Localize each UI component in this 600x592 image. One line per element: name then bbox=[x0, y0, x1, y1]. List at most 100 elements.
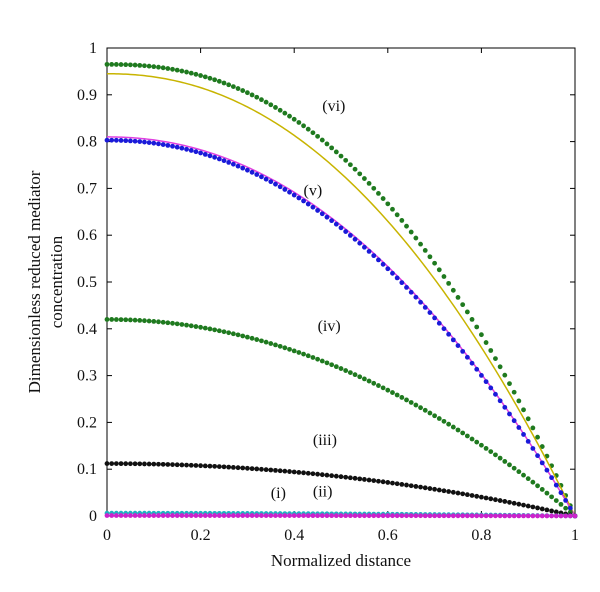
series-point bbox=[352, 166, 358, 172]
series-point bbox=[268, 467, 274, 473]
series-point bbox=[188, 148, 194, 153]
series-point bbox=[123, 461, 129, 467]
series-point bbox=[319, 472, 325, 478]
series-point bbox=[291, 192, 297, 198]
series-point bbox=[436, 487, 442, 493]
series-point bbox=[156, 64, 161, 70]
series-point bbox=[553, 482, 559, 488]
series-point bbox=[188, 70, 194, 76]
series-point bbox=[483, 340, 489, 345]
series-point bbox=[188, 513, 194, 518]
series-point bbox=[516, 501, 522, 507]
series-point bbox=[310, 471, 316, 477]
series-point bbox=[380, 479, 386, 485]
series-point bbox=[113, 62, 119, 67]
series-point bbox=[483, 513, 489, 519]
series-point bbox=[338, 513, 344, 519]
series-point bbox=[413, 484, 419, 489]
series-point bbox=[226, 160, 232, 165]
series-point bbox=[464, 513, 470, 519]
series-point bbox=[535, 434, 540, 440]
series-point bbox=[319, 513, 325, 519]
series-point bbox=[362, 176, 367, 181]
series-point bbox=[282, 513, 288, 518]
series-point bbox=[174, 144, 180, 150]
series-point bbox=[343, 513, 349, 519]
series-point bbox=[516, 513, 522, 519]
series-point bbox=[441, 274, 447, 279]
series-point bbox=[507, 411, 512, 417]
series-point bbox=[165, 66, 171, 71]
series-point bbox=[160, 65, 166, 71]
series-point bbox=[184, 513, 189, 518]
y-tick-label: 0.6 bbox=[77, 227, 97, 244]
series-point bbox=[254, 337, 260, 342]
series-point bbox=[301, 123, 306, 129]
series-point bbox=[338, 153, 344, 159]
series-point bbox=[249, 513, 255, 518]
series-point bbox=[263, 176, 269, 182]
series-point bbox=[422, 304, 428, 310]
series-point bbox=[254, 513, 260, 518]
series-point bbox=[535, 483, 540, 489]
series-point bbox=[296, 470, 302, 475]
series-point bbox=[488, 496, 494, 502]
series-point bbox=[385, 201, 391, 207]
series-point bbox=[174, 67, 180, 73]
series-point bbox=[507, 513, 512, 519]
series-point bbox=[245, 334, 250, 340]
series-point bbox=[109, 461, 115, 466]
series-point bbox=[198, 463, 204, 469]
series-point bbox=[216, 328, 222, 334]
axis-ticks: 0 0.2 0.4 0.6 0.8 1 0 0.1 0.2 0.3 0.4 0.5 0.6 0.7 0.8 0… bbox=[77, 40, 579, 544]
series-point bbox=[460, 302, 466, 308]
series-point bbox=[390, 513, 395, 519]
series-point bbox=[305, 201, 311, 207]
curve-label: (v) bbox=[304, 182, 323, 199]
series-point bbox=[385, 480, 391, 485]
series-point bbox=[488, 513, 494, 519]
series-point bbox=[441, 418, 447, 424]
series-point bbox=[273, 105, 278, 110]
series-point bbox=[399, 218, 405, 223]
series-point bbox=[151, 140, 157, 146]
series-point bbox=[230, 513, 236, 518]
series-point bbox=[394, 392, 400, 398]
plot-area-frame bbox=[106, 47, 576, 517]
series-point bbox=[301, 198, 306, 204]
series-point bbox=[170, 513, 175, 518]
series-point bbox=[455, 343, 461, 348]
series-point bbox=[450, 287, 456, 293]
y-tick-label: 0.8 bbox=[77, 134, 97, 151]
series-point bbox=[240, 513, 246, 518]
series-point bbox=[315, 133, 320, 139]
series-point bbox=[436, 320, 442, 326]
series-point bbox=[376, 478, 381, 484]
series-point bbox=[371, 185, 377, 191]
series-point bbox=[469, 493, 475, 498]
series-point bbox=[221, 513, 227, 518]
series-point bbox=[357, 240, 363, 246]
series-point bbox=[380, 385, 386, 391]
series-point bbox=[422, 247, 428, 253]
series-point bbox=[315, 471, 320, 477]
series-point bbox=[216, 513, 222, 518]
series-point bbox=[479, 513, 484, 519]
series-point bbox=[376, 257, 381, 263]
y-tick-label: 0.9 bbox=[77, 87, 97, 104]
series-point bbox=[226, 513, 232, 518]
series-point bbox=[305, 126, 311, 132]
series-point bbox=[240, 333, 246, 339]
series-point bbox=[450, 513, 456, 519]
y-tick-label: 0.7 bbox=[77, 180, 97, 197]
series-point bbox=[268, 102, 274, 108]
series-point bbox=[488, 348, 494, 353]
series-point bbox=[305, 353, 311, 359]
series-point bbox=[422, 407, 428, 413]
series-point bbox=[497, 455, 503, 461]
series-point bbox=[530, 425, 536, 431]
series-point bbox=[226, 464, 232, 470]
series-point bbox=[146, 318, 152, 324]
series-point bbox=[221, 464, 227, 470]
series-point bbox=[469, 513, 475, 519]
